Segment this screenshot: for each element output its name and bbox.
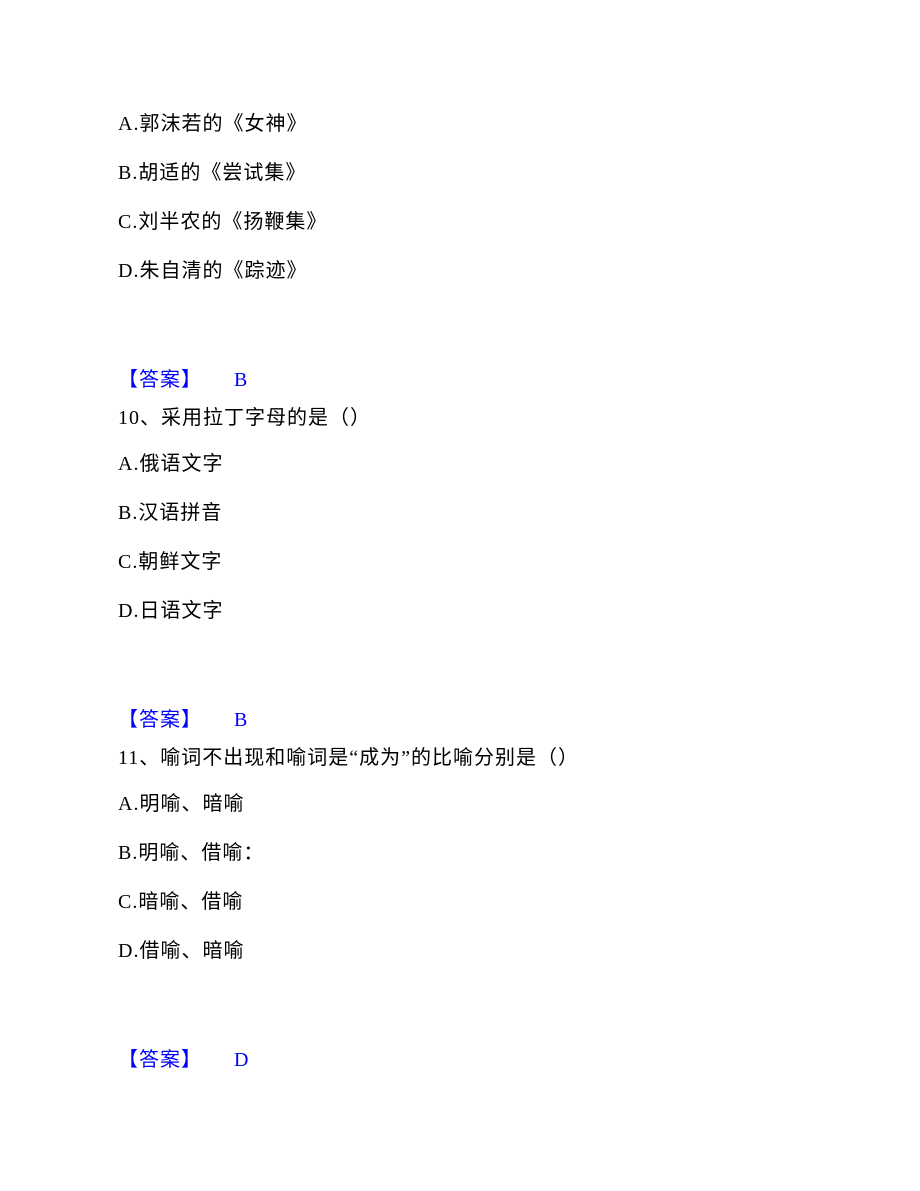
question-11-group: 11、喻词不出现和喻词是“成为”的比喻分别是（） A.明喻、暗喻 B.明喻、借喻… xyxy=(118,744,802,1072)
q9-option-c: C.刘半农的《扬鞭集》 xyxy=(118,208,802,236)
q11-question-text: 11、喻词不出现和喻词是“成为”的比喻分别是（） xyxy=(118,744,802,772)
q10-option-a: A.俄语文字 xyxy=(118,450,802,478)
q10-option-c: C.朝鲜文字 xyxy=(118,548,802,576)
q10-answer-value: B xyxy=(234,709,249,731)
q11-option-d: D.借喻、暗喻 xyxy=(118,937,802,965)
q11-answer-value: D xyxy=(234,1049,250,1071)
q10-option-b: B.汉语拼音 xyxy=(118,499,802,527)
q10-option-d: D.日语文字 xyxy=(118,597,802,625)
q9-answer-label: 【答案】 xyxy=(118,369,202,391)
q10-question-text: 10、采用拉丁字母的是（） xyxy=(118,404,802,432)
q9-answer-block: 【答案】 B xyxy=(118,363,802,392)
q11-option-a: A.明喻、暗喻 xyxy=(118,790,802,818)
q9-option-d: D.朱自清的《踪迹》 xyxy=(118,257,802,285)
q11-answer-block: 【答案】 D xyxy=(118,1043,802,1072)
q9-option-b: B.胡适的《尝试集》 xyxy=(118,159,802,187)
q11-option-c: C.暗喻、借喻 xyxy=(118,888,802,916)
q9-answer-value: B xyxy=(234,369,249,391)
question-10-group: 10、采用拉丁字母的是（） A.俄语文字 B.汉语拼音 C.朝鲜文字 D.日语文… xyxy=(118,404,802,732)
q9-option-a: A.郭沫若的《女神》 xyxy=(118,110,802,138)
q10-answer-block: 【答案】 B xyxy=(118,703,802,732)
q11-option-b: B.明喻、借喻： xyxy=(118,839,802,867)
q11-answer-label: 【答案】 xyxy=(118,1049,202,1071)
q10-answer-label: 【答案】 xyxy=(118,709,202,731)
question-9-group: A.郭沫若的《女神》 B.胡适的《尝试集》 C.刘半农的《扬鞭集》 D.朱自清的… xyxy=(118,110,802,392)
